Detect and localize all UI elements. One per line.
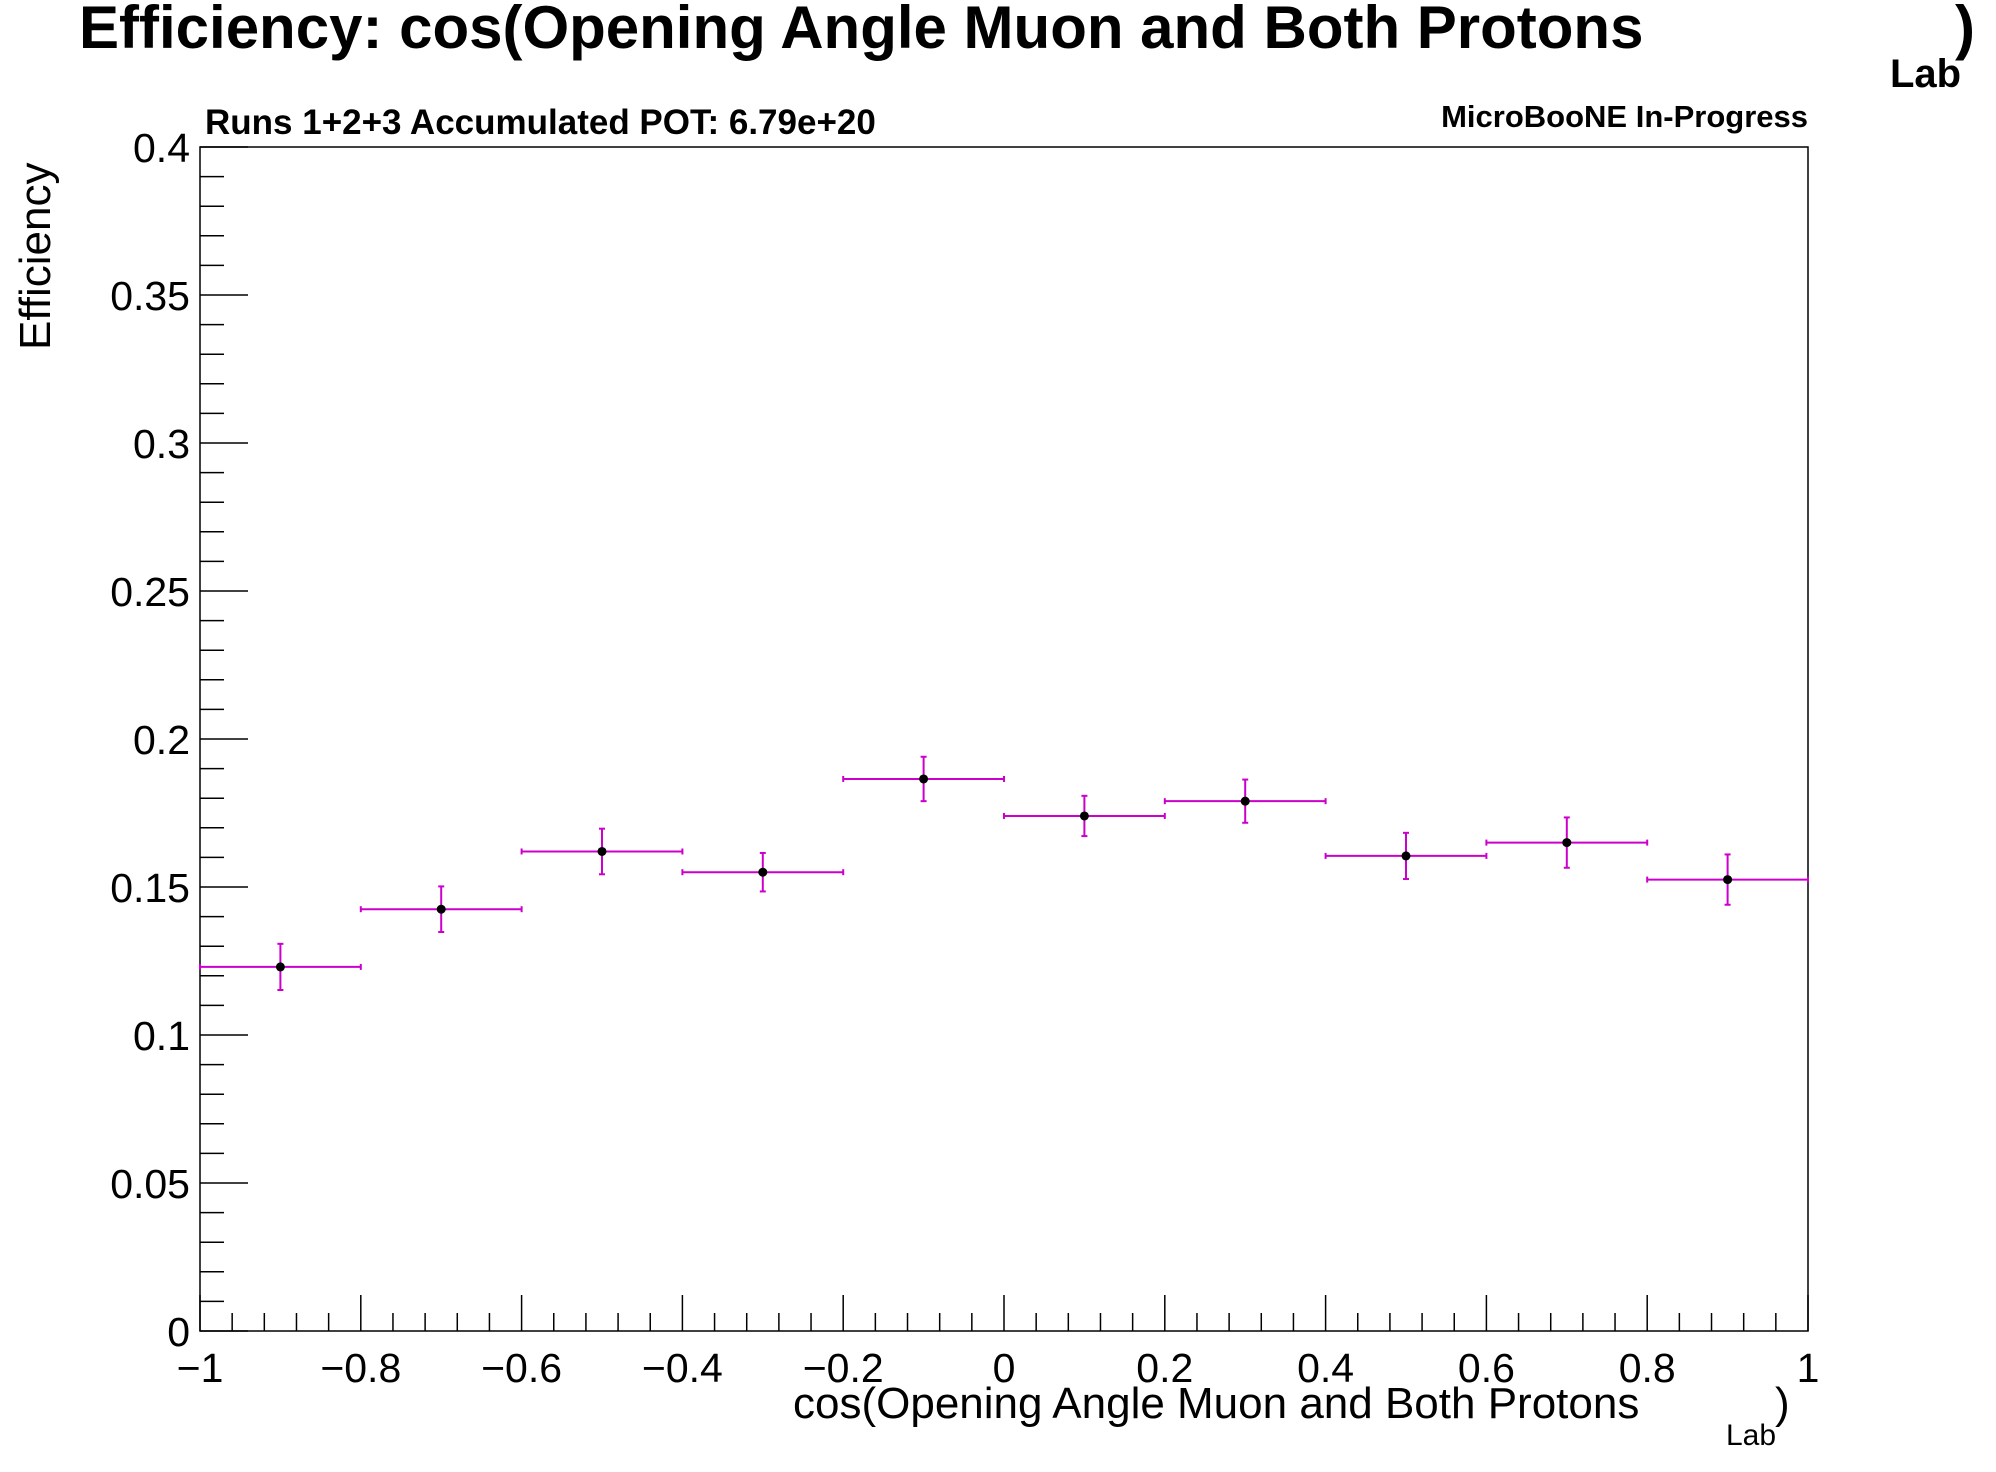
x-axis: −1 −0.8 −0.6 −0.4 −0.2 0 0.2 0.4 0.6 0.8 1 [177, 1295, 1820, 1391]
marker [758, 867, 768, 877]
chart-title-subscript: Lab [1890, 52, 1961, 96]
data-point [1485, 816, 1649, 869]
x-tick-label: 0.8 [1619, 1345, 1676, 1391]
data-point [199, 942, 362, 992]
x-tick-label: 0.2 [1136, 1345, 1193, 1391]
x-tick-label: −0.4 [642, 1345, 723, 1391]
x-axis-label-close: ) [1775, 1379, 1790, 1428]
marker [275, 962, 285, 972]
x-axis-label: cos(Opening Angle Muon and Both Protons [793, 1379, 1639, 1428]
y-tick-label: 0.3 [133, 421, 190, 467]
data-point [842, 755, 1005, 803]
data-point [1163, 778, 1327, 824]
x-tick-label: 0 [993, 1345, 1016, 1391]
experiment-label: MicroBooNE In-Progress [1441, 99, 1808, 134]
data-point [681, 851, 845, 893]
x-tick-label: 1 [1797, 1345, 1820, 1391]
x-tick-label: 0.6 [1458, 1345, 1515, 1391]
marker [1401, 851, 1411, 861]
data-point [1324, 831, 1488, 881]
marker [1723, 875, 1733, 885]
data-point [1003, 794, 1166, 838]
data-point [520, 827, 684, 876]
x-tick-label: −0.8 [320, 1345, 401, 1391]
marker [1240, 796, 1250, 806]
x-tick-label: −0.6 [481, 1345, 562, 1391]
x-tick-label: −0.2 [803, 1345, 884, 1391]
data-points [199, 755, 1809, 992]
data-point [359, 885, 523, 933]
y-tick-label: 0.15 [110, 865, 190, 911]
marker [1562, 838, 1572, 848]
y-tick-label: 0.35 [110, 273, 190, 319]
marker [919, 774, 929, 784]
x-tick-label: −1 [177, 1345, 224, 1391]
y-tick-label: 0.25 [110, 569, 190, 615]
chart-title: Efficiency: cos(Opening Angle Muon and B… [79, 0, 1643, 61]
marker [597, 846, 607, 856]
marker [1079, 811, 1089, 821]
y-tick-label: 0.2 [133, 717, 190, 763]
chart-title-close: ) [1955, 0, 1975, 61]
y-tick-label: 0 [167, 1309, 190, 1355]
data-point [1646, 853, 1809, 906]
marker [436, 904, 446, 914]
y-axis-label: Efficiency [11, 163, 60, 351]
y-tick-label: 0.05 [110, 1161, 190, 1207]
y-tick-label: 0.4 [133, 125, 190, 171]
y-axis: 0 0.05 0.1 0.15 0.2 0.25 0.3 0.35 0.4 [110, 125, 248, 1355]
x-tick-label: 0.4 [1297, 1345, 1354, 1391]
pot-info-text: Runs 1+2+3 Accumulated POT: 6.79e+20 [205, 103, 876, 142]
plot-frame [199, 146, 1809, 1332]
x-axis-label-subscript: Lab [1726, 1419, 1776, 1452]
y-tick-label: 0.1 [133, 1013, 190, 1059]
